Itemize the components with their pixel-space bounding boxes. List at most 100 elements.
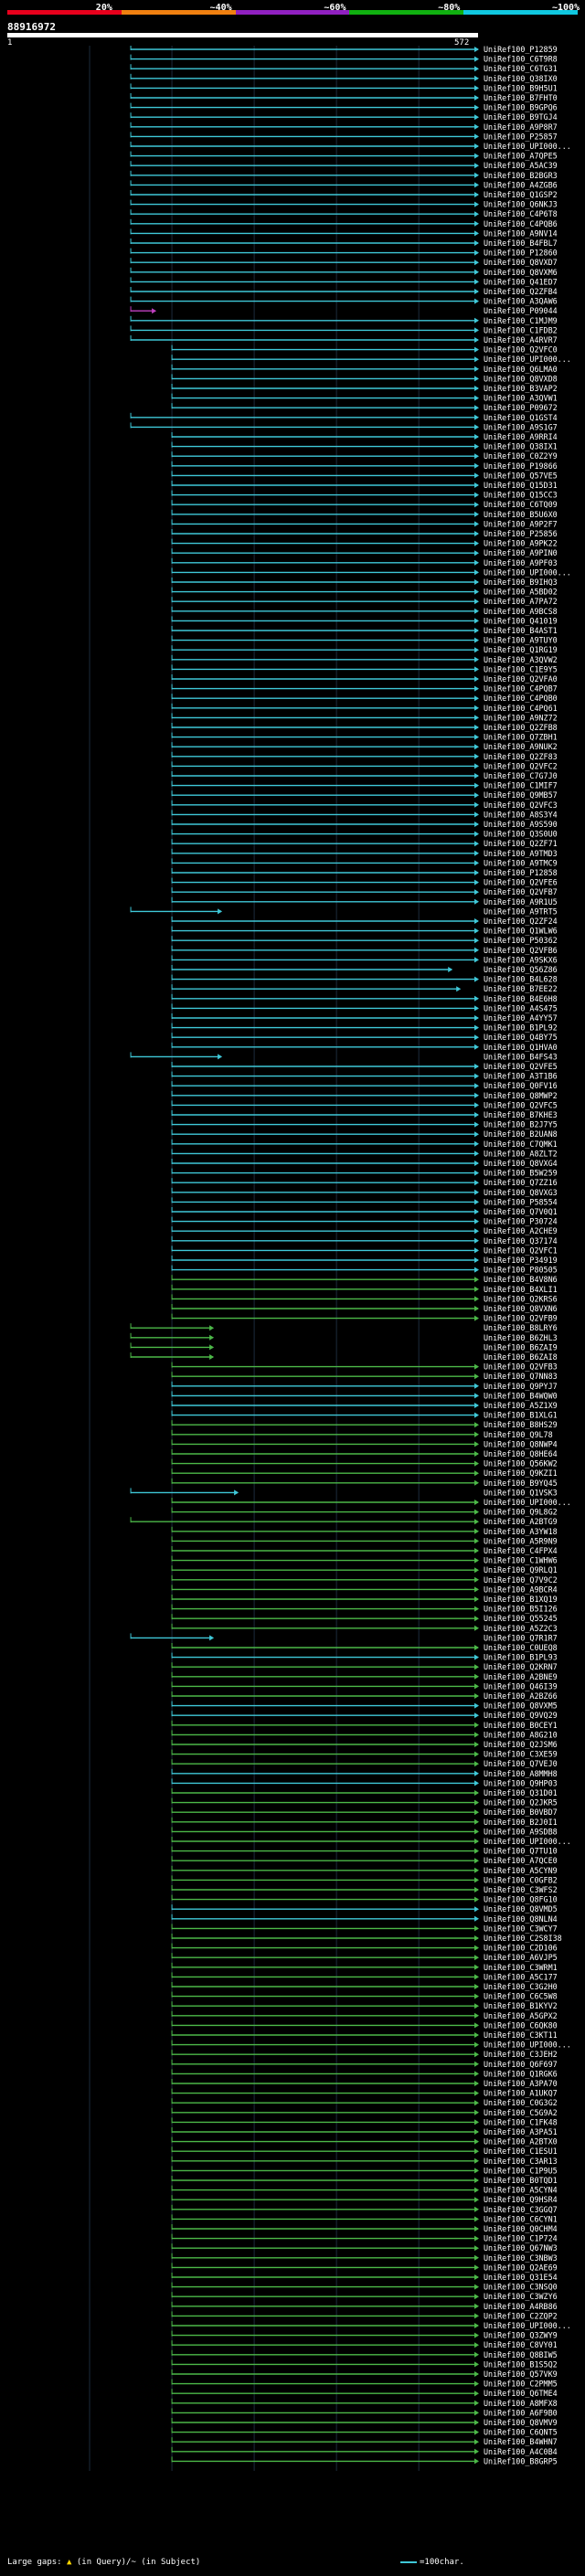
hit-label: UniRef100_A5C177 <box>484 1972 558 1981</box>
hit-arrow <box>474 1538 479 1544</box>
hit-label: UniRef100_Q0CHM4 <box>484 2224 558 2233</box>
hit-label: UniRef100_Q67NW3 <box>484 2243 558 2253</box>
hit-label: UniRef100_Q2ZF24 <box>484 917 558 926</box>
hit-label: UniRef100_C6QNT5 <box>484 2428 558 2437</box>
hit-label: UniRef100_Q0FV16 <box>484 1081 558 1090</box>
hit-label: UniRef100_Q56Z86 <box>484 965 558 974</box>
hit-label: UniRef100_C2ZQP2 <box>484 2311 558 2320</box>
hit-arrow <box>474 47 479 52</box>
hit-label: UniRef100_C3JEH2 <box>484 2050 558 2059</box>
hit-label: UniRef100_Q57VE5 <box>484 471 558 480</box>
hit-arrow <box>474 2100 479 2106</box>
hit-label: UniRef100_A9S1G7 <box>484 422 558 431</box>
hit-label: UniRef100_C4PQB6 <box>484 219 558 228</box>
hit-arrow <box>474 211 479 217</box>
hit-label: UniRef100_A9SKX6 <box>484 955 558 964</box>
hit-label: UniRef100_A5R9N9 <box>484 1536 558 1545</box>
hit-arrow <box>474 637 479 643</box>
hit-label: UniRef100_Q8VXG4 <box>484 1159 558 1168</box>
hit-arrow <box>474 2284 479 2290</box>
hit-label: UniRef100_Q9HP03 <box>484 1778 558 1787</box>
hit-arrow <box>474 1683 479 1690</box>
hit-arrow <box>474 269 479 275</box>
hit-label: UniRef100_B7FHT0 <box>484 93 558 102</box>
hit-label: UniRef100_B5W259 <box>484 1169 558 1178</box>
hit-label: UniRef100_Q7TU10 <box>484 1847 558 1856</box>
hit-label: UniRef100_A2CHE9 <box>484 1226 558 1235</box>
hit-label: UniRef100_C1MIF7 <box>484 781 558 790</box>
hit-label: UniRef100_B1PL93 <box>484 1653 558 1662</box>
hit-label: UniRef100_A9NV14 <box>484 228 558 238</box>
hit-label: UniRef100_A2BZ66 <box>484 1691 558 1701</box>
hit-label: UniRef100_Q2VFE5 <box>484 1062 558 1071</box>
hit-label: UniRef100_B6ZAI9 <box>484 1342 558 1352</box>
hit-arrow <box>474 2371 479 2377</box>
hit-arrow <box>474 1722 479 1728</box>
hit-label: UniRef100_Q9RLQ1 <box>484 1565 558 1574</box>
hit-label: UniRef100_C1FK48 <box>484 2117 558 2126</box>
hit-arrow <box>474 1509 479 1515</box>
hit-label: UniRef100_B4WHN7 <box>484 2437 558 2446</box>
hit-arrow <box>474 2187 479 2193</box>
hit-label: UniRef100_Q2JKR5 <box>484 1798 558 1807</box>
hit-label: UniRef100_B0VBD7 <box>484 1807 558 1817</box>
hit-label: UniRef100_Q7NN83 <box>484 1372 558 1381</box>
hit-arrow <box>474 482 479 488</box>
hit-label: UniRef100_A4C0B4 <box>484 2447 558 2456</box>
hit-arrow <box>474 725 479 730</box>
hit-label: UniRef100_A8MMH8 <box>484 1769 558 1778</box>
hit-arrow <box>474 2206 479 2212</box>
hit-arrow <box>474 870 479 875</box>
hit-arrow <box>474 1858 479 1864</box>
hit-label: UniRef100_Q6TME4 <box>484 2389 558 2398</box>
hit-label: UniRef100_Q9MB57 <box>484 790 558 800</box>
hit-arrow <box>474 443 479 450</box>
hit-arrow <box>474 1267 479 1273</box>
hit-label: UniRef100_A5GPX2 <box>484 2011 558 2020</box>
hit-label: UniRef100_Q7ZZ16 <box>484 1178 558 1187</box>
hit-label: UniRef100_A6F9B0 <box>484 2408 558 2417</box>
hit-arrow <box>474 2061 479 2067</box>
hit-label: UniRef100_Q8VXD7 <box>484 258 558 267</box>
hit-label: UniRef100_A4YY57 <box>484 1013 558 1023</box>
hit-label: UniRef100_A9SDB8 <box>484 1827 558 1836</box>
hit-label: UniRef100_UPI000... <box>484 2321 571 2330</box>
hit-arrow <box>474 1712 479 1719</box>
hit-arrow <box>474 1596 479 1602</box>
hit-label: UniRef100_B7EE22 <box>484 984 558 993</box>
hit-arrow <box>474 1277 479 1283</box>
hit-arrow <box>474 2235 479 2242</box>
hit-label: UniRef100_Q2AE69 <box>484 2263 558 2272</box>
hit-arrow <box>474 773 479 779</box>
scale-label: ~60% <box>324 3 346 13</box>
hit-label: UniRef100_A9PIN0 <box>484 548 558 557</box>
hit-label: UniRef100_A8ZLT2 <box>484 1149 558 1158</box>
legend: Large gaps: ▲ (in Query)/~ (in Subject) <box>7 2558 200 2568</box>
hit-arrow <box>474 1915 479 1922</box>
hit-label: UniRef100_A4RB86 <box>484 2302 558 2311</box>
hit-arrow <box>474 104 479 111</box>
hit-label: UniRef100_B8LRY6 <box>484 1323 558 1332</box>
hit-label: UniRef100_C1P9U5 <box>484 2166 558 2175</box>
hit-label: UniRef100_C6T9R8 <box>484 55 558 64</box>
hit-label: UniRef100_A9NUK2 <box>484 742 558 751</box>
hit-arrow <box>474 1189 479 1195</box>
hit-arrow <box>474 366 479 372</box>
legend-large-gaps-label: Large gaps: <box>7 2558 62 2567</box>
hit-arrow <box>474 230 479 237</box>
hit-label: UniRef100_B4V8N6 <box>484 1275 558 1284</box>
hit-label: UniRef100_B6ZAI8 <box>484 1352 558 1362</box>
hit-arrow <box>474 249 479 256</box>
hit-arrow <box>474 1218 479 1224</box>
hit-arrow <box>474 1993 479 1999</box>
hit-label: UniRef100_P12858 <box>484 868 558 877</box>
hit-arrow <box>474 2400 479 2406</box>
hit-arrow <box>474 2226 479 2231</box>
hit-arrow <box>474 1383 479 1389</box>
hit-arrow <box>474 2313 479 2319</box>
hit-arrow <box>474 133 479 140</box>
hit-arrow <box>474 1403 479 1408</box>
hit-label: UniRef100_Q38IX1 <box>484 442 558 451</box>
hit-arrow <box>474 2410 479 2416</box>
hit-arrow <box>474 550 479 557</box>
